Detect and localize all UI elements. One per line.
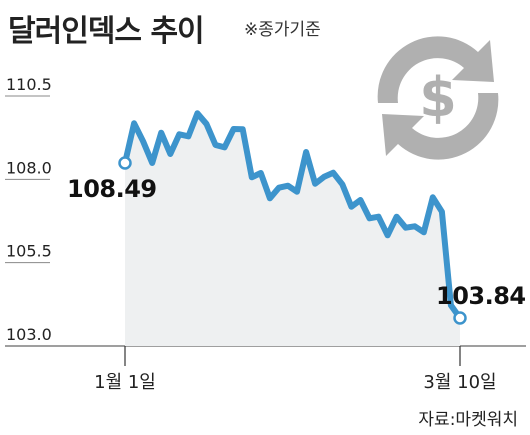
data-point <box>368 216 372 220</box>
data-point <box>377 215 381 219</box>
dollar-exchange-icon: $ <box>377 36 499 160</box>
data-point <box>431 195 435 199</box>
end-marker <box>453 311 467 325</box>
data-point <box>250 175 254 179</box>
data-point <box>413 224 417 228</box>
y-tick-label: 105.5 <box>6 242 52 261</box>
data-point <box>268 196 272 200</box>
data-point <box>159 131 163 135</box>
data-point <box>340 182 344 186</box>
data-point <box>195 111 199 115</box>
source-note: 자료:마켓워치 <box>418 410 518 430</box>
y-tick-label: 108.0 <box>6 158 52 177</box>
data-point <box>150 161 154 165</box>
data-point <box>386 233 390 237</box>
data-point <box>395 215 399 219</box>
data-point <box>277 186 281 190</box>
data-point <box>132 121 136 125</box>
data-point <box>313 182 317 186</box>
data-point <box>358 198 362 202</box>
data-point <box>322 175 326 179</box>
end-value-label: 103.84 <box>436 282 526 310</box>
data-point <box>232 127 236 131</box>
data-point <box>404 226 408 230</box>
data-point <box>205 122 209 126</box>
data-point <box>259 171 263 175</box>
series-line <box>122 110 463 321</box>
chart-title: 달러인덱스 추이 <box>8 14 205 49</box>
x-tick-label: 3월 10일 <box>423 372 496 393</box>
y-tick-label: 110.5 <box>6 75 52 94</box>
data-point <box>223 145 227 149</box>
svg-text:$: $ <box>419 66 457 129</box>
data-point <box>168 152 172 156</box>
data-point <box>177 132 181 136</box>
data-point <box>295 190 299 194</box>
start-value-label: 108.49 <box>67 175 157 203</box>
data-point <box>214 143 218 147</box>
data-point <box>241 127 245 131</box>
area-fill <box>125 113 460 346</box>
start-marker <box>118 156 132 170</box>
data-point <box>304 150 308 154</box>
x-tick-label: 1월 1일 <box>94 372 156 393</box>
data-point <box>186 134 190 138</box>
data-point <box>349 205 353 209</box>
data-point <box>141 139 145 143</box>
y-tick-label: 103.0 <box>6 325 52 344</box>
data-point <box>422 230 426 234</box>
chart-subtitle: ※종가기준 <box>244 20 321 40</box>
data-point <box>331 171 335 175</box>
data-point <box>440 210 444 214</box>
data-point <box>286 184 290 188</box>
